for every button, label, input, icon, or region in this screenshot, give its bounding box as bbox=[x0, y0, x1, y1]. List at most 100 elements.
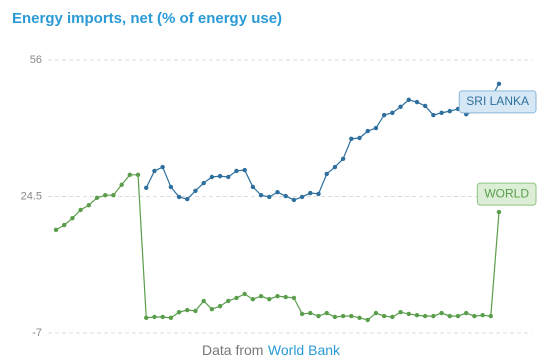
data-point bbox=[103, 193, 108, 198]
data-point bbox=[488, 313, 493, 319]
y-tick-label: -7 bbox=[32, 327, 42, 339]
data-point bbox=[365, 317, 370, 323]
data-point bbox=[267, 194, 272, 200]
data-point bbox=[217, 303, 223, 309]
data-point bbox=[496, 209, 502, 215]
data-point bbox=[381, 313, 387, 319]
data-point bbox=[422, 103, 428, 109]
series-line bbox=[145, 83, 500, 201]
data-point bbox=[349, 313, 354, 319]
data-point bbox=[332, 164, 338, 170]
data-point bbox=[258, 193, 264, 198]
data-point bbox=[185, 307, 190, 313]
data-point bbox=[316, 191, 321, 197]
series-label-text: WORLD bbox=[484, 186, 529, 200]
data-point bbox=[439, 310, 444, 316]
data-point bbox=[234, 168, 239, 174]
data-point bbox=[373, 125, 379, 131]
data-point bbox=[357, 135, 362, 141]
data-point bbox=[455, 313, 461, 319]
data-point bbox=[291, 295, 297, 301]
data-point bbox=[414, 99, 420, 105]
data-point bbox=[365, 128, 370, 134]
data-point bbox=[250, 297, 256, 302]
data-point bbox=[324, 310, 329, 316]
source-prefix: Data from bbox=[202, 342, 263, 358]
data-point bbox=[209, 174, 215, 180]
data-point bbox=[332, 314, 338, 320]
data-point bbox=[119, 182, 124, 187]
data-point bbox=[267, 297, 272, 302]
data-point bbox=[62, 222, 67, 228]
data-point bbox=[422, 313, 428, 319]
data-point bbox=[234, 295, 239, 301]
chart-title: Energy imports, net (% of energy use) bbox=[12, 10, 282, 27]
data-point bbox=[209, 306, 215, 312]
data-point bbox=[308, 190, 313, 196]
data-point bbox=[135, 172, 141, 178]
data-point bbox=[316, 313, 321, 319]
data-point bbox=[414, 313, 420, 318]
data-point bbox=[94, 195, 100, 200]
series-label-box bbox=[476, 182, 537, 206]
data-point bbox=[152, 314, 157, 320]
data-point bbox=[53, 227, 59, 233]
data-point bbox=[144, 315, 149, 321]
source: Data from World Bank bbox=[202, 342, 341, 360]
data-point bbox=[299, 194, 305, 200]
data-point bbox=[160, 164, 165, 170]
data-point bbox=[324, 171, 329, 177]
data-point bbox=[201, 180, 206, 186]
data-point bbox=[201, 298, 206, 304]
data-point bbox=[431, 313, 436, 319]
data-point bbox=[226, 174, 231, 180]
data-point bbox=[373, 310, 379, 316]
source-link[interactable]: World Bank bbox=[268, 342, 341, 358]
data-point bbox=[242, 167, 247, 173]
data-point bbox=[217, 173, 223, 179]
data-point bbox=[144, 185, 149, 191]
data-point bbox=[275, 293, 280, 299]
data-point bbox=[357, 315, 362, 321]
data-point bbox=[176, 310, 182, 315]
series-label: SRI LANKA bbox=[458, 90, 537, 114]
data-point bbox=[447, 108, 452, 114]
data-point bbox=[193, 308, 198, 314]
data-point bbox=[258, 293, 264, 299]
data-point bbox=[496, 81, 502, 87]
data-point bbox=[275, 189, 280, 195]
data-point bbox=[439, 110, 444, 116]
data-point bbox=[160, 314, 165, 320]
data-point bbox=[299, 311, 305, 317]
data-point bbox=[431, 112, 436, 118]
data-point bbox=[447, 313, 452, 319]
data-point bbox=[86, 202, 92, 208]
data-point bbox=[283, 193, 288, 199]
data-point bbox=[406, 311, 411, 317]
data-point bbox=[127, 172, 133, 178]
data-point bbox=[242, 291, 247, 297]
data-point bbox=[250, 184, 256, 190]
data-point bbox=[340, 156, 346, 161]
data-point bbox=[78, 207, 83, 213]
data-point bbox=[291, 197, 297, 203]
data-point bbox=[472, 313, 477, 319]
series-label: WORLD bbox=[476, 182, 537, 206]
data-point bbox=[226, 298, 231, 304]
data-point bbox=[168, 184, 174, 190]
data-point bbox=[193, 188, 198, 194]
data-point bbox=[398, 104, 403, 110]
data-point bbox=[176, 194, 182, 200]
data-point bbox=[480, 313, 485, 318]
data-point bbox=[308, 310, 313, 316]
data-point bbox=[152, 168, 157, 174]
data-point bbox=[340, 313, 346, 319]
y-tick-label: 56 bbox=[30, 54, 42, 66]
data-point bbox=[185, 196, 190, 202]
data-point bbox=[111, 193, 116, 198]
data-point bbox=[390, 314, 395, 320]
series-label-text: SRI LANKA bbox=[466, 94, 529, 108]
data-point bbox=[70, 215, 75, 221]
series-label-box bbox=[458, 90, 537, 114]
